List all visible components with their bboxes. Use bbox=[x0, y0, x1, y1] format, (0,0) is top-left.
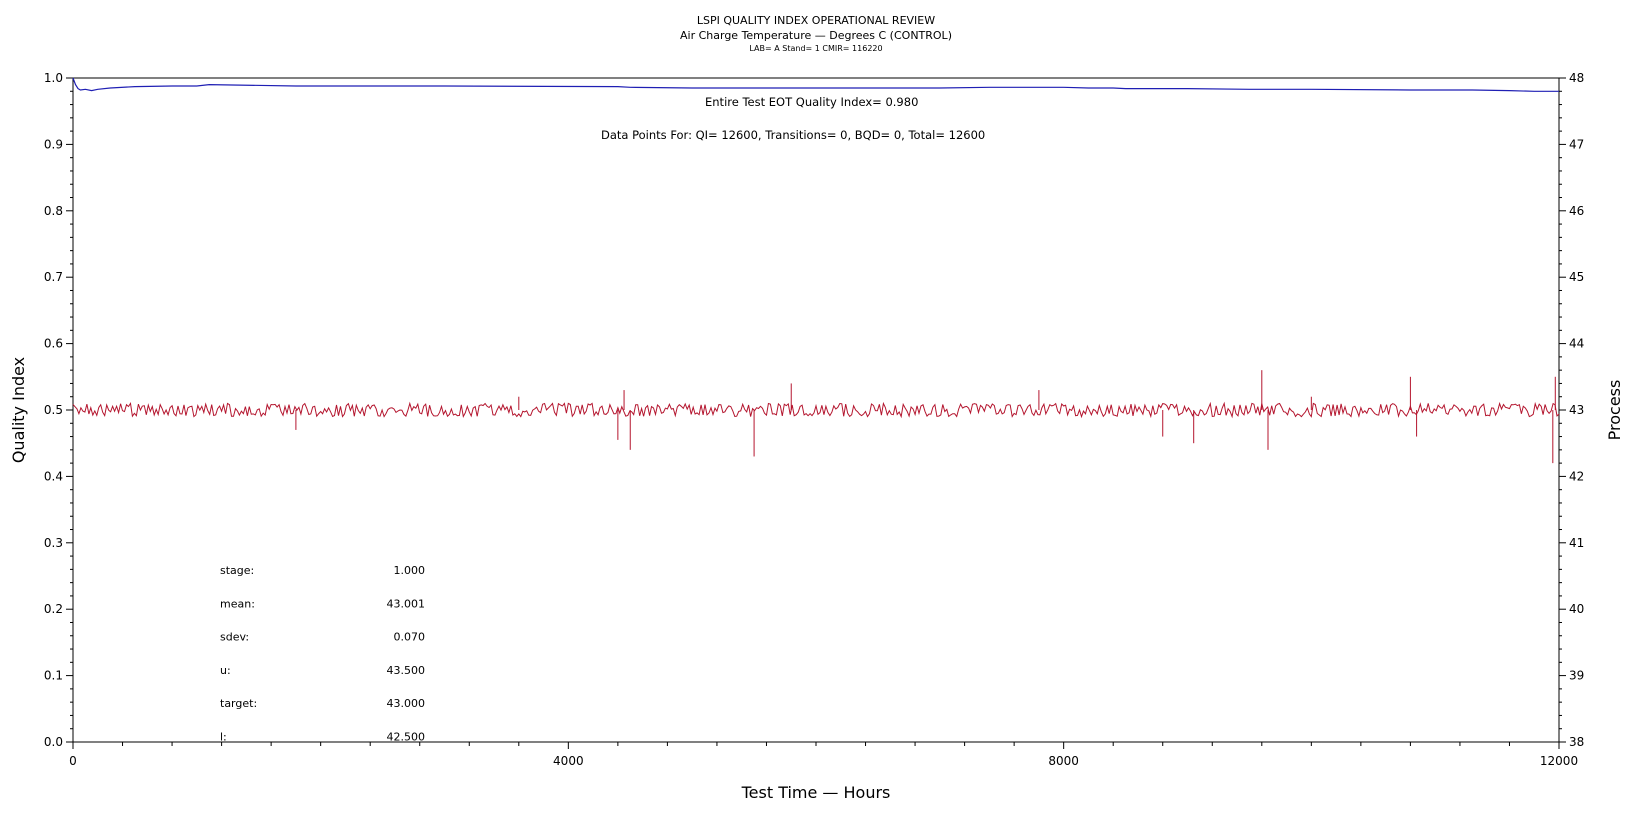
stat-value: 1.000 bbox=[394, 564, 426, 577]
stat-label: l: bbox=[220, 731, 227, 744]
right-tick-label: 38 bbox=[1569, 735, 1584, 749]
stat-value: 0.070 bbox=[394, 631, 426, 644]
right-tick-label: 47 bbox=[1569, 137, 1584, 151]
stat-label: stage: bbox=[220, 564, 254, 577]
left-tick-label: 0.9 bbox=[44, 137, 63, 151]
x-tick-label: 8000 bbox=[1048, 754, 1079, 768]
stat-label: sdev: bbox=[220, 631, 249, 644]
left-tick-label: 0.4 bbox=[44, 469, 63, 483]
left-axis-label: Quality Index bbox=[9, 357, 28, 463]
left-tick-label: 0.6 bbox=[44, 337, 63, 351]
right-tick-label: 46 bbox=[1569, 204, 1584, 218]
chart-subtitle: Air Charge Temperature — Degrees C (CONT… bbox=[680, 29, 952, 42]
left-tick-label: 0.5 bbox=[44, 403, 63, 417]
x-tick-label: 12000 bbox=[1540, 754, 1578, 768]
process-trace-line bbox=[72, 401, 1560, 419]
stat-label: mean: bbox=[220, 597, 255, 610]
chart-title: LSPI QUALITY INDEX OPERATIONAL REVIEW bbox=[697, 14, 935, 27]
left-tick-label: 0.8 bbox=[44, 204, 63, 218]
right-tick-label: 43 bbox=[1569, 403, 1584, 417]
right-tick-label: 42 bbox=[1569, 469, 1584, 483]
stat-value: 43.000 bbox=[387, 697, 426, 710]
left-tick-label: 0.0 bbox=[44, 735, 63, 749]
right-axis-ticks: 38 39 40 41 42 43 44 45 46 47 48 bbox=[1559, 71, 1584, 749]
x-tick-label: 4000 bbox=[553, 754, 584, 768]
left-tick-label: 1.0 bbox=[44, 71, 63, 85]
data-points-annotation: Data Points For: QI= 12600, Transitions=… bbox=[601, 128, 985, 142]
left-tick-label: 0.7 bbox=[44, 270, 63, 284]
left-tick-label: 0.2 bbox=[44, 602, 63, 616]
stat-value: 42.500 bbox=[387, 731, 426, 744]
x-axis-ticks: 0 4000 8000 12000 bbox=[69, 742, 1578, 768]
chart-subtitle-2: LAB= A Stand= 1 CMIR= 116220 bbox=[749, 44, 882, 53]
right-axis-label: Process bbox=[1605, 380, 1624, 441]
right-tick-label: 45 bbox=[1569, 270, 1584, 284]
left-tick-label: 0.3 bbox=[44, 536, 63, 550]
stat-label: target: bbox=[220, 697, 257, 710]
stats-block: stage: 1.000 mean: 43.001 sdev: 0.070 u: 43.500… bbox=[220, 564, 425, 744]
eot-quality-annotation: Entire Test EOT Quality Index= 0.980 bbox=[705, 95, 918, 109]
right-tick-label: 41 bbox=[1569, 536, 1584, 550]
stat-value: 43.001 bbox=[387, 597, 426, 610]
right-tick-label: 39 bbox=[1569, 669, 1584, 683]
right-tick-label: 44 bbox=[1569, 337, 1584, 351]
left-tick-label: 0.1 bbox=[44, 669, 63, 683]
x-tick-label: 0 bbox=[69, 754, 77, 768]
right-tick-label: 48 bbox=[1569, 71, 1584, 85]
stat-value: 43.500 bbox=[387, 664, 426, 677]
x-axis-label: Test Time — Hours bbox=[741, 783, 891, 802]
right-tick-label: 40 bbox=[1569, 602, 1584, 616]
quality-index-line bbox=[72, 77, 1559, 92]
series-layer bbox=[72, 77, 1560, 464]
left-axis-ticks: 0.0 0.1 0.2 0.3 0.4 0.5 0.6 0.7 0.8 0.9 1.0 bbox=[44, 71, 73, 749]
stat-label: u: bbox=[220, 664, 231, 677]
